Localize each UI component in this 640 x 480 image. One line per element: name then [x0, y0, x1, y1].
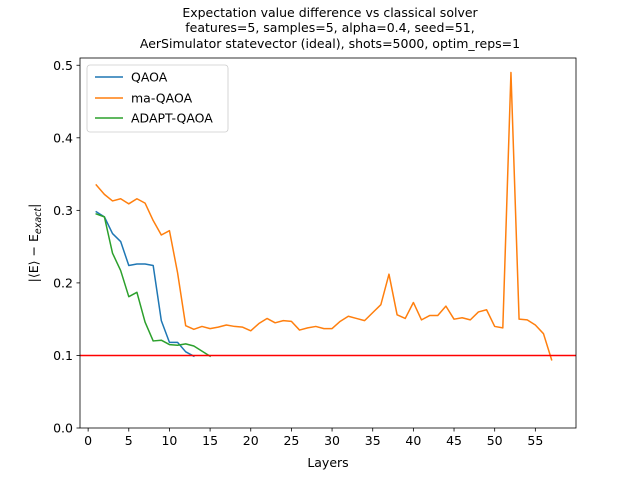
y-tick-label: 0.1: [53, 348, 73, 363]
legend-label-qaoa: QAOA: [131, 70, 168, 85]
legend-box: [86, 64, 229, 133]
y-axis-label-subscript: exact: [33, 207, 44, 235]
y-axis-label: |⟨E⟩ − Eexact|: [26, 204, 44, 283]
chart-marks: [80, 71, 576, 361]
y-axis-label-main: |⟨E⟩ − E: [26, 234, 41, 282]
y-tick-label: 0.2: [53, 275, 73, 290]
x-tick-label: 25: [283, 433, 299, 448]
x-tick-label: 5: [125, 433, 133, 448]
y-axis-label-end: |: [26, 204, 41, 208]
x-tick-label: 50: [487, 433, 503, 448]
x-tick-label: 20: [243, 433, 259, 448]
y-axis-ticks: 0.0 0.1 0.2 0.3 0.4 0.5: [53, 58, 80, 436]
x-axis-label: Layers: [307, 455, 348, 470]
y-tick-label: 0.0: [53, 421, 73, 436]
legend-label-adapt-qaoa: ADAPT-QAOA: [131, 111, 213, 126]
x-tick-label: 15: [202, 433, 218, 448]
chart-title-line-3: AerSimulator statevector (ideal), shots=…: [140, 36, 520, 51]
x-tick-label: 35: [365, 433, 381, 448]
axes-frame: [79, 57, 577, 429]
y-tick-label: 0.3: [53, 203, 73, 218]
x-axis-ticks: 0 5 10 15 20 25 30 35 40 45 50 55: [84, 428, 543, 448]
x-tick-label: 55: [527, 433, 543, 448]
legend-label-ma-qaoa: ma-QAOA: [131, 91, 193, 106]
chart-title-line-1: Expectation value difference vs classica…: [182, 5, 478, 20]
x-tick-label: 30: [324, 433, 340, 448]
chart-title-line-2: features=5, samples=5, alpha=0.4, seed=5…: [185, 20, 474, 35]
y-tick-label: 0.5: [53, 58, 73, 73]
x-tick-label: 10: [161, 433, 177, 448]
x-tick-label: 40: [405, 433, 421, 448]
series-line-qaoa: [95, 210, 195, 358]
x-tick-label: 0: [84, 433, 92, 448]
series-line-adapt-qaoa: [95, 213, 212, 358]
y-tick-label: 0.4: [53, 130, 73, 145]
series-line-ma-qaoa: [95, 71, 553, 361]
legend: QAOA ma-QAOA ADAPT-QAOA: [86, 64, 229, 133]
x-tick-label: 45: [446, 433, 462, 448]
